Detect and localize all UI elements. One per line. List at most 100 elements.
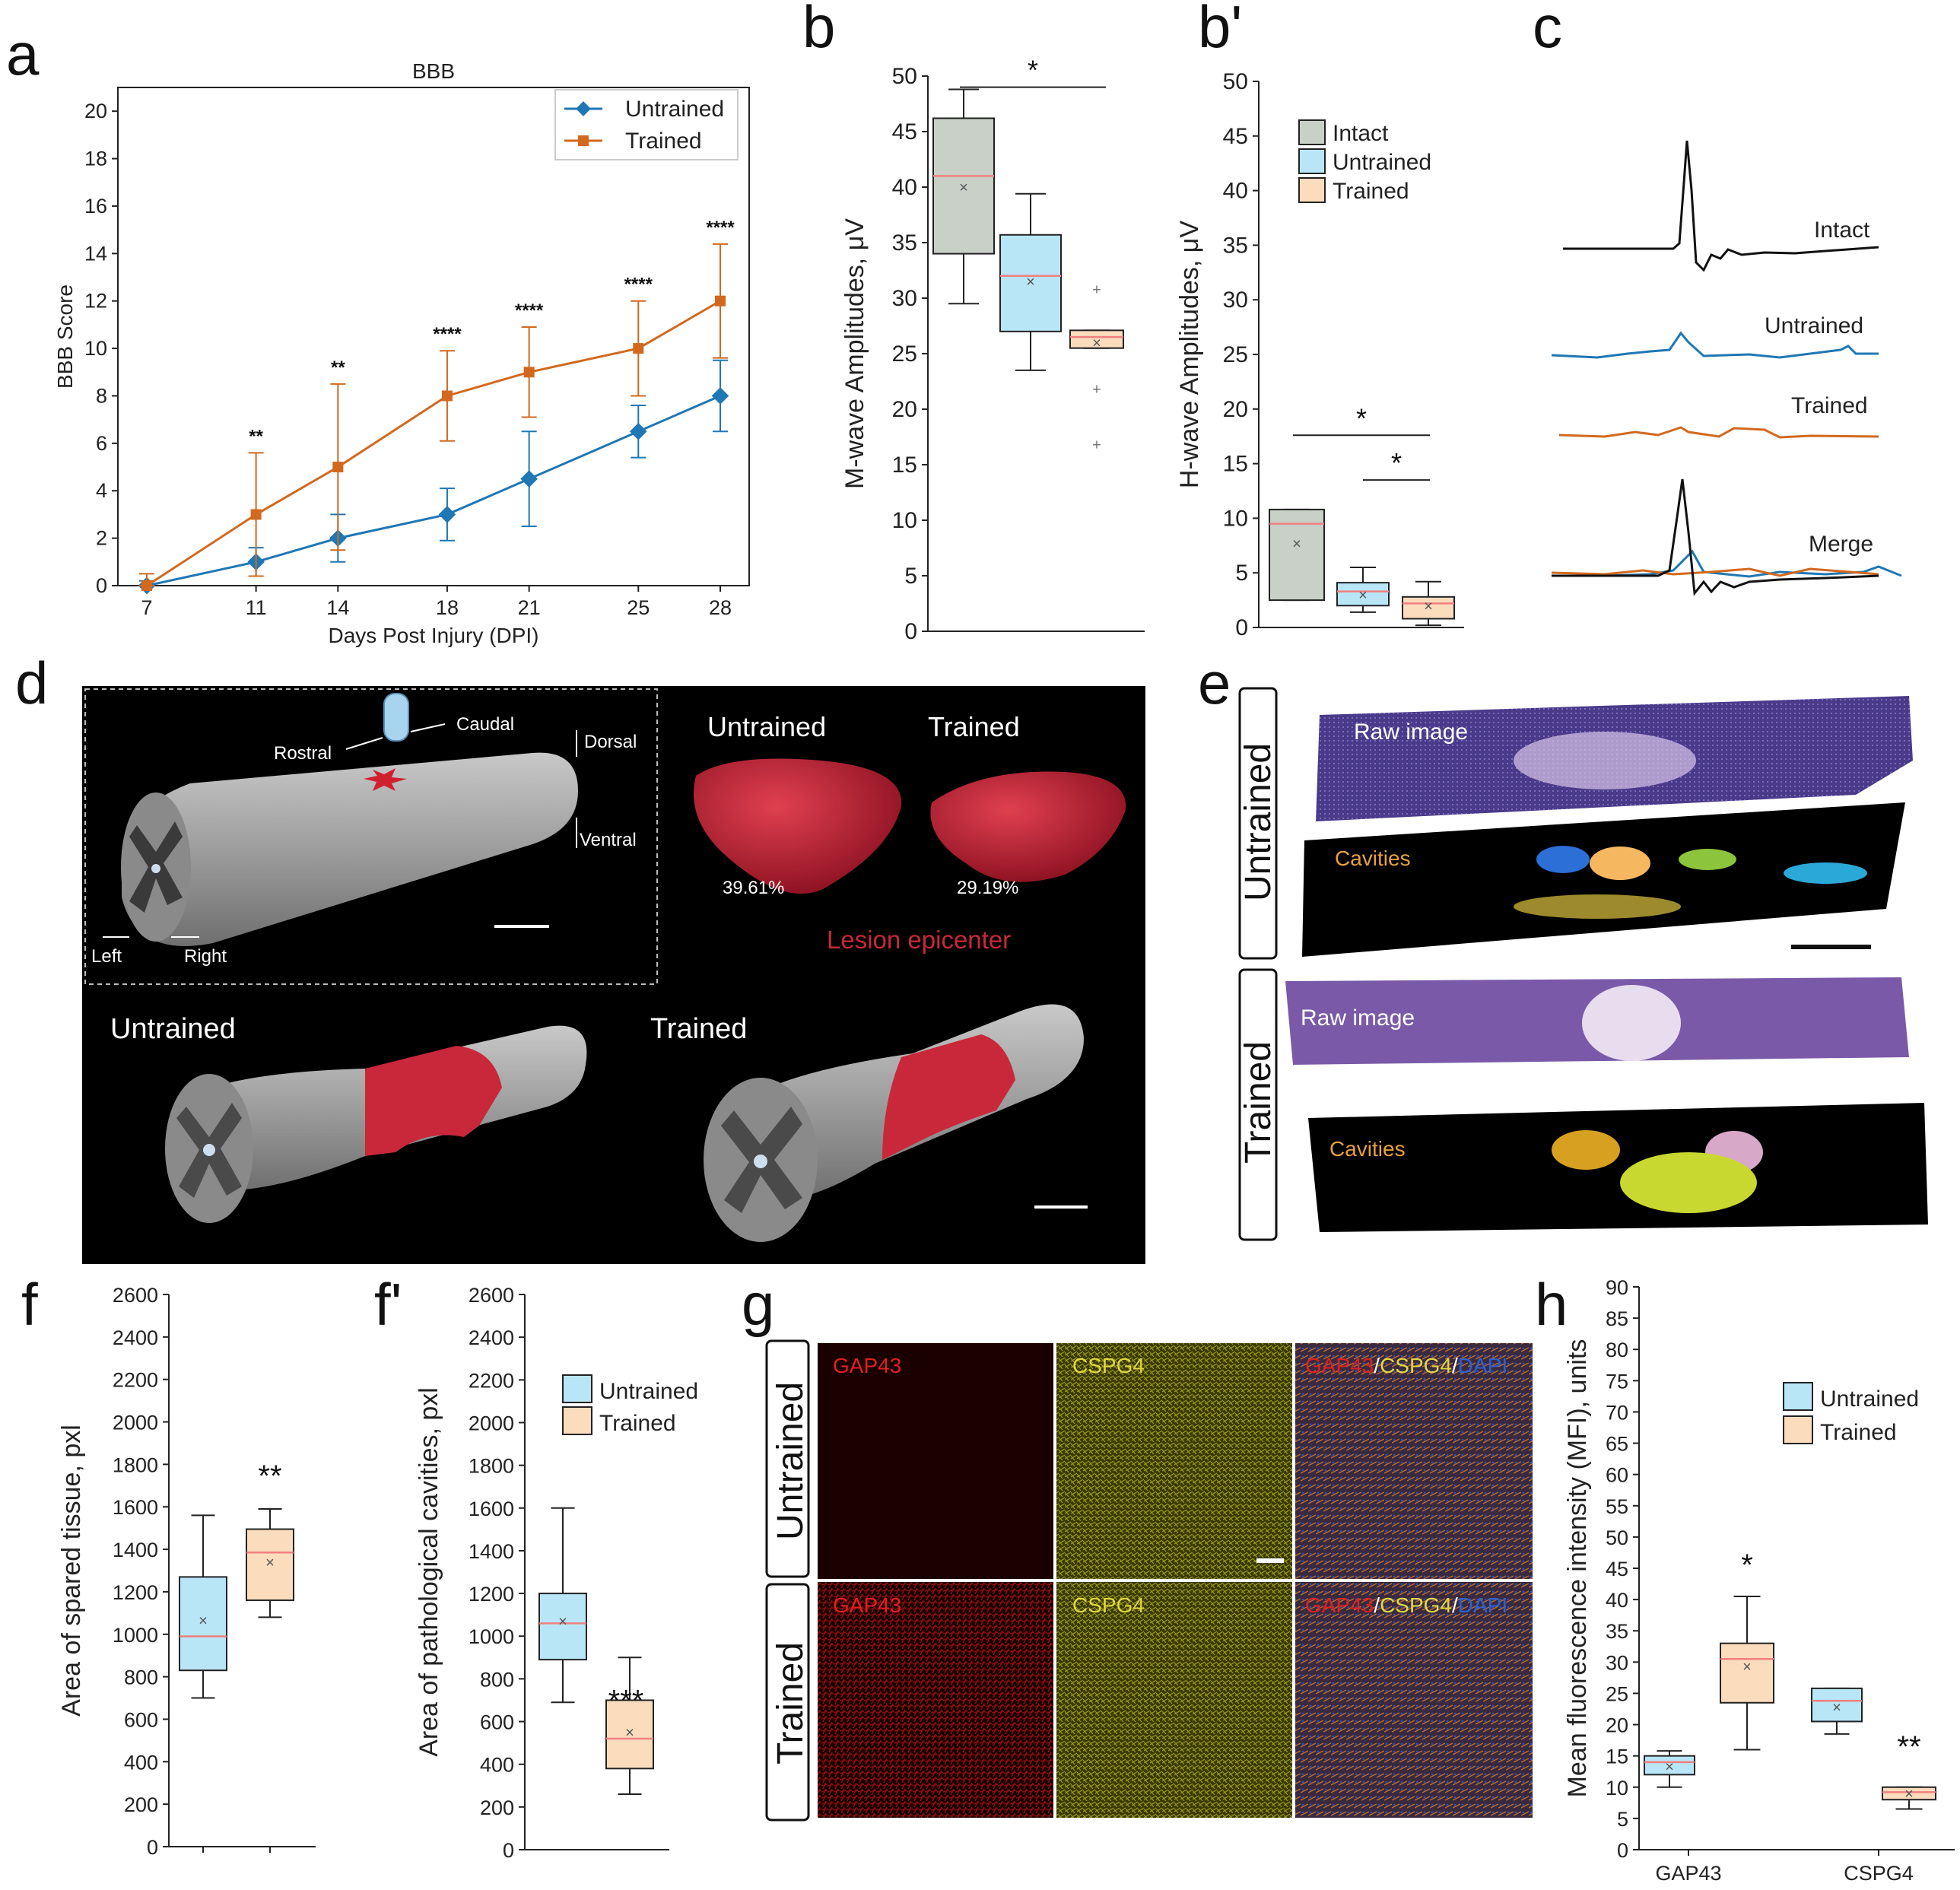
a-point-trained bbox=[715, 295, 726, 307]
panel-label-d: d bbox=[15, 650, 48, 716]
caudal-arrow bbox=[410, 723, 446, 732]
f-ylabel: Area of spared tissue, pxl bbox=[57, 1425, 86, 1717]
a-significance: **** bbox=[706, 218, 735, 238]
cord-untrained-canal-icon bbox=[203, 1144, 215, 1156]
f-ytick-label: 1800 bbox=[113, 1453, 158, 1476]
a-title: BBB bbox=[412, 59, 455, 83]
a-point-trained bbox=[250, 509, 262, 520]
g-trained-cspg4-image bbox=[1056, 1582, 1292, 1818]
fp-ytick-label: 1200 bbox=[469, 1583, 514, 1606]
h-legend-swatch bbox=[1783, 1382, 1813, 1411]
panel-label-h: h bbox=[1535, 1271, 1568, 1338]
electrode-icon bbox=[383, 693, 409, 742]
b-ytick-label: 35 bbox=[892, 230, 917, 256]
g-row-trained-frame bbox=[765, 1583, 810, 1822]
a-point-trained bbox=[141, 580, 152, 591]
a-point-trained bbox=[441, 390, 453, 402]
a-xtick-label: 11 bbox=[246, 596, 267, 619]
fp-ytick-label: 400 bbox=[480, 1754, 514, 1777]
trace-merge-intact bbox=[1552, 478, 1879, 596]
lesion-label-untrained: Untrained bbox=[707, 711, 826, 742]
h-ytick-label: 70 bbox=[1606, 1401, 1628, 1424]
bp-box-untrained-mean-marker: × bbox=[1358, 587, 1368, 604]
bp-ylabel: H-wave Amplitudes, μV bbox=[1175, 221, 1204, 488]
bp-legend-label: Untrained bbox=[1333, 150, 1431, 175]
panel-c-traces: Intact Untrained Trained Merge bbox=[1551, 140, 1902, 596]
rostral-arrow bbox=[345, 737, 383, 750]
h-box-gap43-untrained-mean-marker: × bbox=[1665, 1759, 1674, 1776]
lesion-blob-trained bbox=[930, 771, 1126, 882]
trace-untrained bbox=[1551, 331, 1879, 359]
bp-box-trained-mean-marker: × bbox=[1424, 598, 1433, 615]
a-ytick-label: 6 bbox=[96, 432, 107, 455]
h-box-cspg4-untrained-box bbox=[1811, 1687, 1863, 1723]
b-box-untrained-box bbox=[999, 233, 1062, 332]
e-untrained-cavity-blue bbox=[1536, 846, 1590, 873]
h-ytick-label: 40 bbox=[1606, 1589, 1628, 1612]
a-significance: **** bbox=[433, 324, 462, 345]
direction-dorsal: Dorsal bbox=[584, 732, 637, 752]
e-untrained-cavities-label: Cavities bbox=[1335, 847, 1411, 870]
panel-label-a: a bbox=[6, 21, 40, 87]
b-box-trained-mean-marker: × bbox=[1092, 335, 1101, 351]
h-ytick-label: 75 bbox=[1606, 1370, 1628, 1393]
trace-intact bbox=[1563, 140, 1879, 272]
central-canal-icon bbox=[151, 864, 160, 873]
bp-legend-swatch bbox=[1298, 177, 1326, 203]
a-legend-label: Untrained bbox=[625, 97, 724, 122]
panel-d-render: Rostral Caudal Dorsal Ventral Left Right… bbox=[82, 686, 1145, 1264]
h-legend-label: Untrained bbox=[1820, 1387, 1919, 1412]
lesion-pct-untrained: 39.61% bbox=[723, 878, 784, 898]
h-box-gap43-trained-mean-marker: × bbox=[1742, 1659, 1752, 1676]
direction-ventral: Ventral bbox=[580, 830, 637, 850]
b-ytick-label: 45 bbox=[892, 119, 917, 145]
e-row-trained-label: Trained bbox=[1238, 1041, 1279, 1164]
fp-box-trained-mean-marker: × bbox=[625, 1725, 634, 1742]
a-xtick-label: 18 bbox=[436, 596, 459, 619]
h-box-cspg4-trained-box bbox=[1882, 1786, 1936, 1801]
bp-ytick-label: 5 bbox=[1235, 561, 1248, 586]
fp-legend-swatch bbox=[562, 1374, 592, 1403]
e-untrained-cavity-orange bbox=[1590, 847, 1650, 880]
spinal-cord-main bbox=[122, 752, 578, 946]
a-xtick-label: 7 bbox=[141, 596, 152, 619]
fp-ytick-label: 2000 bbox=[469, 1412, 514, 1434]
fp-legend-swatch bbox=[562, 1406, 592, 1435]
bottom-label-trained: Trained bbox=[650, 1013, 747, 1045]
b-box-trained-outlier: + bbox=[1092, 382, 1101, 399]
a-point-trained bbox=[633, 343, 644, 354]
bp-sig-label: * bbox=[1356, 402, 1367, 434]
bottom-label-untrained: Untrained bbox=[110, 1013, 236, 1045]
bp-box-trained-box bbox=[1402, 596, 1455, 620]
h-significance: ** bbox=[1897, 1730, 1920, 1764]
panel-label-g: g bbox=[742, 1271, 774, 1338]
panel-label-fp: f' bbox=[374, 1271, 402, 1338]
e-untrained-cavity-olive bbox=[1514, 894, 1681, 919]
a-significance: **** bbox=[515, 300, 544, 321]
g-trained-gap43-image bbox=[818, 1582, 1053, 1818]
h-ytick-label: 45 bbox=[1606, 1558, 1628, 1580]
bp-ytick-label: 50 bbox=[1223, 69, 1248, 94]
a-xlabel: Days Post Injury (DPI) bbox=[329, 624, 539, 647]
h-ytick-label: 65 bbox=[1606, 1433, 1628, 1456]
h-ytick-label: 25 bbox=[1606, 1682, 1628, 1705]
h-ytick-label: 10 bbox=[1606, 1777, 1628, 1799]
h-ytick-label: 20 bbox=[1606, 1714, 1628, 1737]
bp-ytick-label: 35 bbox=[1223, 233, 1248, 258]
h-ytick-label: 55 bbox=[1606, 1495, 1628, 1518]
fp-box-untrained-box bbox=[538, 1593, 587, 1661]
a-point-untrained bbox=[520, 470, 538, 488]
a-legend-frame bbox=[554, 89, 739, 160]
a-ytick-label: 18 bbox=[84, 148, 107, 170]
lesion-label-trained: Trained bbox=[928, 711, 1020, 742]
bp-ytick-label: 45 bbox=[1223, 124, 1248, 149]
a-ytick-label: 20 bbox=[84, 100, 107, 122]
a-ytick-label: 12 bbox=[84, 290, 107, 313]
e-trained-cavities-label: Cavities bbox=[1329, 1137, 1406, 1161]
cord-trained-lesion bbox=[882, 1034, 1015, 1160]
b-ytick-label: 15 bbox=[892, 453, 917, 478]
a-plot-frame bbox=[117, 87, 750, 586]
e-untrained-raw-label: Raw image bbox=[1354, 719, 1468, 745]
direction-left: Left bbox=[91, 946, 122, 967]
a-ytick-label: 10 bbox=[84, 337, 107, 360]
